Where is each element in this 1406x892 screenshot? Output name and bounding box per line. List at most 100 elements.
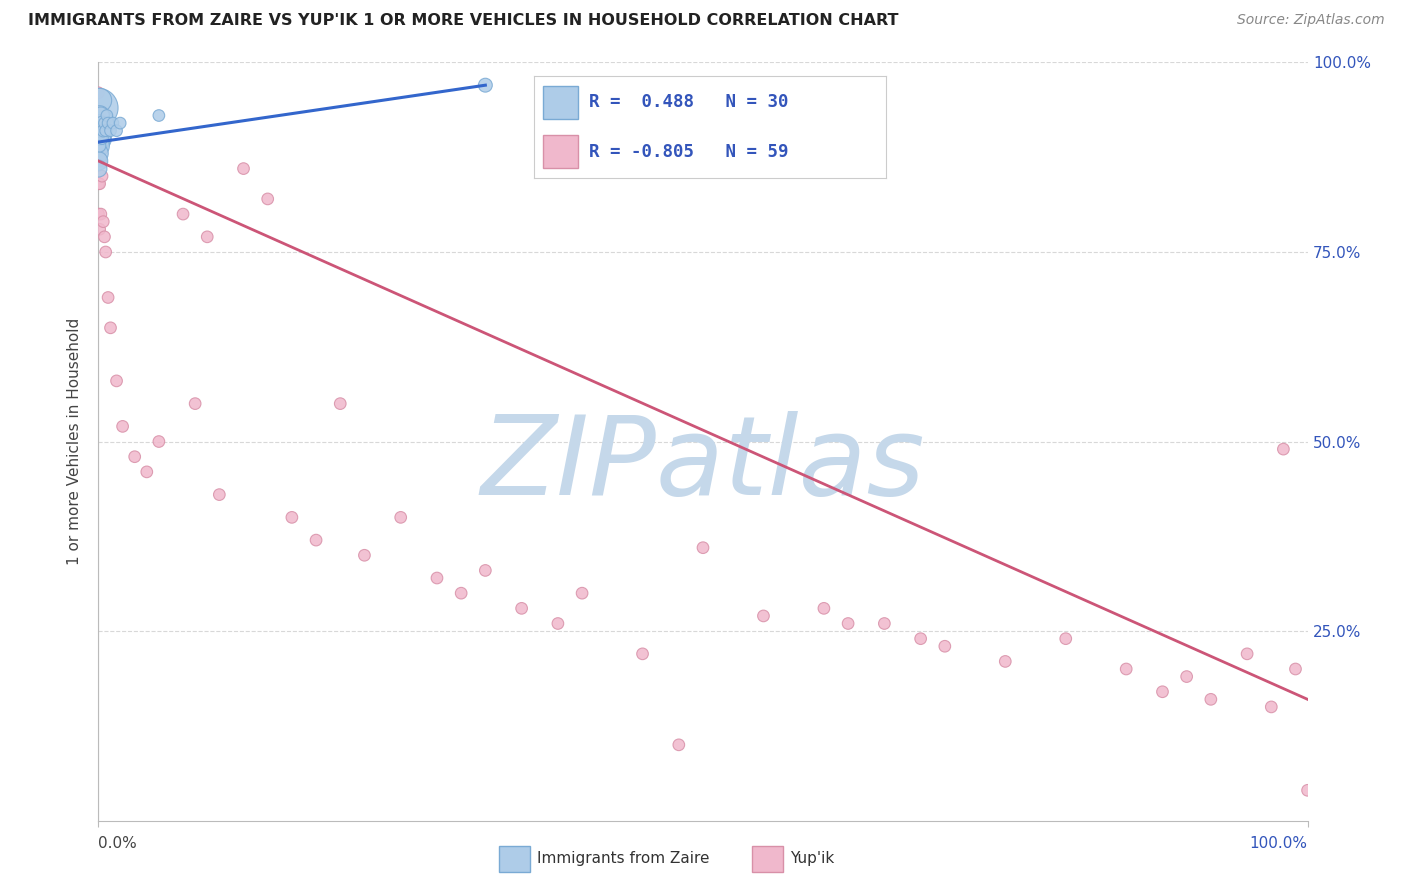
Point [105, 123, 128, 137]
Point [1272, 442, 1295, 457]
Point [87, 207, 110, 221]
Point [89, 131, 111, 145]
Point [87, 146, 110, 161]
Point [90, 207, 112, 221]
Point [94, 244, 117, 259]
Point [329, 396, 352, 410]
Point [87, 86, 110, 100]
Point [994, 655, 1017, 669]
Point [256, 192, 278, 206]
Text: IMMIGRANTS FROM ZAIRE VS YUP'IK 1 OR MORE VEHICLES IN HOUSEHOLD CORRELATION CHAR: IMMIGRANTS FROM ZAIRE VS YUP'IK 1 OR MOR… [28, 13, 898, 29]
Point [87, 131, 110, 145]
Point [124, 450, 146, 464]
Point [1284, 662, 1306, 676]
Point [91, 123, 114, 137]
Point [87, 161, 110, 176]
Point [100, 123, 122, 137]
Point [1054, 632, 1077, 646]
Point [1152, 685, 1174, 699]
Point [91, 214, 114, 228]
Y-axis label: 1 or more Vehicles in Household: 1 or more Vehicles in Household [67, 318, 83, 566]
Point [1260, 699, 1282, 714]
Point [510, 601, 533, 615]
Text: Yup'ik: Yup'ik [790, 852, 834, 866]
Point [90, 108, 112, 122]
Point [547, 616, 569, 631]
Point [668, 738, 690, 752]
Point [172, 207, 194, 221]
Point [631, 647, 654, 661]
Point [934, 639, 956, 653]
Point [837, 616, 859, 631]
Point [87, 116, 110, 130]
Point [1115, 662, 1137, 676]
Point [135, 465, 157, 479]
Point [571, 586, 593, 600]
Point [97, 116, 120, 130]
Point [93, 116, 115, 130]
Text: Immigrants from Zaire: Immigrants from Zaire [537, 852, 710, 866]
Point [148, 108, 170, 122]
Point [353, 548, 375, 563]
Point [108, 116, 131, 130]
Text: 0.0%: 0.0% [98, 836, 138, 851]
Point [89, 123, 111, 137]
Point [474, 564, 496, 578]
Point [90, 153, 112, 168]
Point [873, 616, 896, 631]
Point [232, 161, 254, 176]
Point [101, 116, 124, 130]
Point [450, 586, 472, 600]
Point [89, 116, 111, 130]
Point [752, 608, 775, 623]
Point [89, 138, 111, 153]
Point [87, 123, 110, 137]
Point [111, 419, 134, 434]
Point [87, 153, 110, 168]
Text: R = -0.805   N = 59: R = -0.805 N = 59 [589, 143, 789, 161]
Point [195, 229, 218, 244]
Point [91, 169, 114, 184]
Point [87, 131, 110, 145]
Point [1236, 647, 1258, 661]
Text: ZIPatlas: ZIPatlas [481, 411, 925, 517]
Point [96, 108, 118, 122]
Point [90, 123, 112, 137]
Point [89, 108, 111, 122]
Point [389, 510, 412, 524]
Point [1199, 692, 1222, 706]
Point [97, 291, 120, 305]
Point [105, 374, 128, 388]
Text: R =  0.488   N = 30: R = 0.488 N = 30 [589, 94, 789, 112]
Point [184, 396, 207, 410]
Point [1296, 783, 1319, 797]
Point [87, 101, 110, 115]
Text: 100.0%: 100.0% [1250, 836, 1308, 851]
Point [148, 434, 170, 449]
Point [281, 510, 304, 524]
Point [1175, 669, 1198, 683]
Point [91, 131, 114, 145]
Point [692, 541, 714, 555]
Point [87, 146, 110, 161]
Point [89, 146, 111, 161]
Point [305, 533, 328, 548]
Point [426, 571, 449, 585]
Point [910, 632, 932, 646]
Point [87, 177, 110, 191]
Point [89, 177, 111, 191]
Point [89, 222, 111, 236]
Point [100, 320, 122, 334]
Point [87, 116, 110, 130]
Point [208, 487, 231, 501]
Bar [543, 87, 578, 119]
Point [94, 123, 117, 137]
Point [87, 138, 110, 153]
Point [474, 78, 496, 92]
Point [813, 601, 835, 615]
Point [91, 116, 114, 130]
Bar [543, 136, 578, 168]
Point [89, 108, 111, 122]
Point [93, 229, 115, 244]
Text: Source: ZipAtlas.com: Source: ZipAtlas.com [1237, 13, 1385, 28]
